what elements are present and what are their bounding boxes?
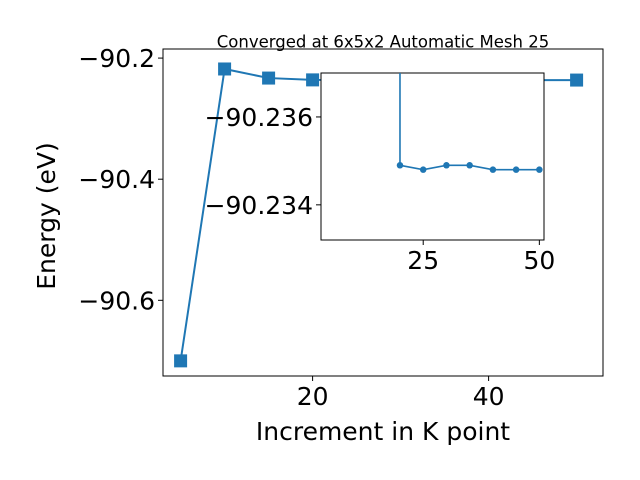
main-y-tick-label: −90.6 [78,286,155,315]
inset-data-point [536,166,543,173]
inset-data-point [443,162,450,169]
main-y-tick-label: −90.4 [78,165,155,194]
main-title: Converged at 6x5x2 Automatic Mesh 25 [217,33,549,52]
inset-y-tick-label: −90.234 [205,191,313,220]
inset-y-tick-label: −90.236 [205,103,313,132]
inset-x-tick-label: 25 [407,246,439,275]
main-y-tick-label: −90.2 [78,44,155,73]
main-y-ticks: −90.6 −90.4 −90.2 [78,44,163,315]
main-data-point [218,62,232,76]
main-x-tick-label: 40 [473,382,505,411]
inset-data-point [512,166,520,173]
inset-plot-frame [320,72,545,241]
inset-plot: 25 50 −90.236 −90.234 [205,72,555,275]
inset-x-ticks: 25 50 [407,240,555,275]
main-data-point [174,354,188,368]
inset-x-tick-label: 50 [523,246,555,275]
inset-series [396,73,543,173]
main-data-point [306,73,320,87]
inset-data-point [466,162,473,169]
main-x-axis-label: Increment in K point [256,417,510,446]
main-y-axis-label: Energy (eV) [32,142,61,289]
main-x-ticks: 20 40 [297,376,505,411]
inset-data-point [419,166,427,173]
inset-y-ticks: −90.236 −90.234 [205,103,321,220]
main-x-tick-label: 20 [297,382,329,411]
main-data-point [570,73,584,87]
inset-data-point [489,166,497,173]
main-data-point [262,71,276,85]
